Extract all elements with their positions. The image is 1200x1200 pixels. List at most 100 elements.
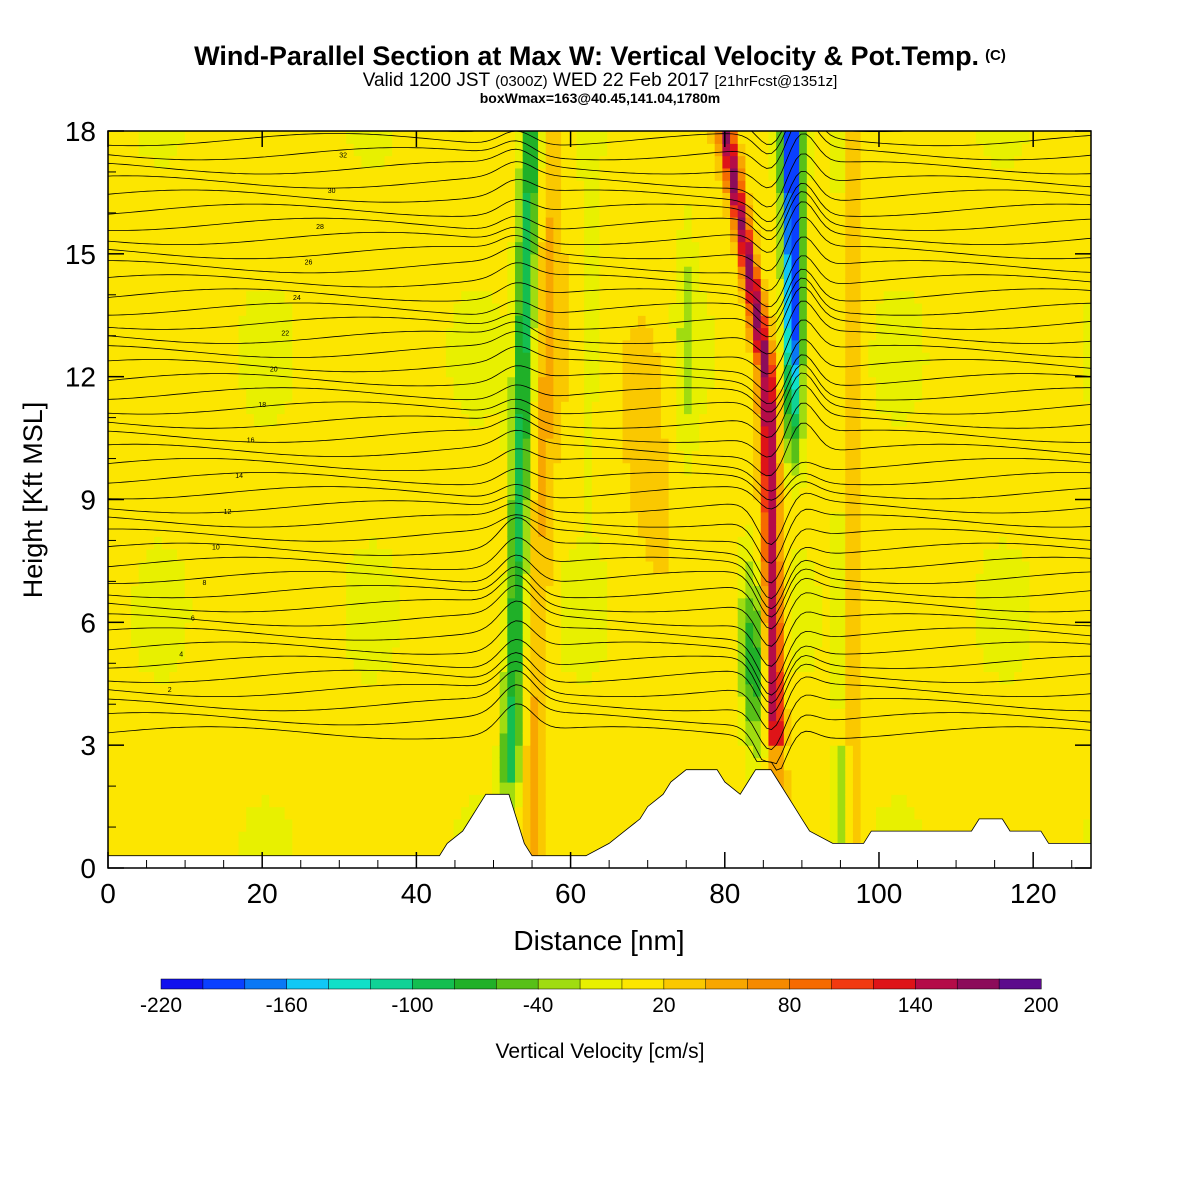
heatmap-cell [468, 757, 478, 771]
heatmap-cell [369, 339, 378, 353]
heatmap-cell [346, 745, 355, 759]
heatmap-cell [568, 131, 578, 144]
heatmap-cell [591, 782, 601, 795]
heatmap-cell [484, 548, 493, 562]
heatmap-cell [668, 290, 677, 304]
heatmap-cell [515, 487, 524, 501]
heatmap-cell [192, 364, 201, 378]
chart-subtitle: Valid 1200 JST (0300Z) WED 22 Feb 2017 [… [0, 71, 1200, 91]
heatmap-cell [522, 401, 531, 415]
heatmap-cell [215, 610, 224, 623]
heatmap-cell [376, 253, 386, 267]
heatmap-cell [438, 745, 447, 759]
heatmap-cell [108, 315, 117, 329]
heatmap-cell [614, 610, 624, 623]
heatmap-cell [730, 339, 739, 353]
heatmap-cell [253, 499, 263, 513]
heatmap-cell [668, 720, 677, 734]
heatmap-cell [476, 204, 485, 218]
heatmap-cell [284, 155, 293, 169]
heatmap-cell [384, 352, 393, 365]
title-block: Wind-Parallel Section at Max W: Vertical… [0, 40, 1200, 105]
heatmap-cell [438, 327, 447, 341]
heatmap-cell [630, 622, 639, 636]
heatmap-cell [192, 339, 201, 353]
heatmap-cell [668, 524, 677, 537]
heatmap-cell [622, 610, 631, 623]
heatmap-cell [253, 253, 263, 267]
heatmap-cell [215, 155, 224, 169]
heatmap-cell [484, 720, 493, 734]
heatmap-cell [338, 560, 347, 574]
heatmap-cell [215, 302, 224, 316]
heatmap-cell [200, 229, 209, 243]
heatmap-cell [453, 732, 462, 746]
heatmap-cell [568, 659, 578, 673]
heatmap-cell [668, 204, 677, 218]
heatmap-cell [515, 192, 524, 206]
heatmap-cell [269, 511, 278, 525]
heatmap-cell [599, 646, 608, 660]
heatmap-cell [246, 818, 255, 832]
heatmap-cell [330, 216, 339, 230]
heatmap-cell [353, 696, 363, 709]
heatmap-cell [461, 315, 470, 329]
heatmap-cell [392, 683, 401, 697]
heatmap-cell [630, 180, 639, 194]
heatmap-cell [215, 352, 224, 365]
heatmap-cell [154, 511, 163, 525]
heatmap-cell [476, 782, 485, 795]
heatmap-cell [184, 229, 194, 243]
heatmap-cell [407, 524, 416, 537]
heatmap-cell [468, 413, 478, 427]
heatmap-cell [515, 364, 524, 378]
heatmap-cell [453, 524, 462, 537]
heatmap-cell [499, 302, 508, 316]
heatmap-cell [445, 536, 455, 550]
heatmap-cell [637, 327, 647, 341]
heatmap-cell [453, 818, 462, 832]
heatmap-cell [415, 155, 424, 169]
heatmap-cell [484, 732, 493, 746]
heatmap-cell [691, 610, 700, 623]
heatmap-cell [138, 155, 147, 169]
heatmap-cell [369, 266, 378, 279]
heatmap-cell [491, 290, 501, 304]
heatmap-cell [323, 610, 332, 623]
heatmap-cell [476, 720, 485, 734]
heatmap-cell [484, 388, 493, 402]
heatmap-cell [607, 474, 616, 488]
heatmap-cell [491, 659, 501, 673]
heatmap-cell [645, 131, 654, 144]
heatmap-cell [676, 241, 685, 255]
heatmap-cell [484, 278, 493, 292]
heatmap-cell [707, 732, 716, 746]
heatmap-cell [599, 683, 608, 697]
heatmap-cell [161, 339, 171, 353]
heatmap-cell [468, 401, 478, 415]
heatmap-cell [683, 524, 693, 537]
heatmap-cell [169, 745, 178, 759]
heatmap-cell [284, 622, 293, 636]
heatmap-cell [568, 806, 578, 820]
heatmap-cell [668, 180, 677, 194]
heatmap-cell [530, 843, 539, 857]
heatmap-cell [699, 696, 708, 709]
heatmap-cell [683, 646, 693, 660]
heatmap-cell [131, 352, 140, 365]
heatmap-cell [361, 782, 370, 795]
heatmap-cell [553, 622, 562, 636]
heatmap-cell [369, 806, 378, 820]
heatmap-cell [445, 180, 455, 194]
heatmap-cell [207, 818, 217, 832]
heatmap-cell [223, 585, 232, 599]
heatmap-cell [515, 462, 524, 476]
heatmap-cell [637, 487, 647, 501]
heatmap-cell [353, 708, 363, 722]
heatmap-cell [568, 278, 578, 292]
heatmap-cell [576, 659, 585, 673]
heatmap-cell [323, 671, 332, 685]
heatmap-cell [637, 401, 647, 415]
heatmap-cell [737, 192, 747, 206]
heatmap-cell [284, 204, 293, 218]
